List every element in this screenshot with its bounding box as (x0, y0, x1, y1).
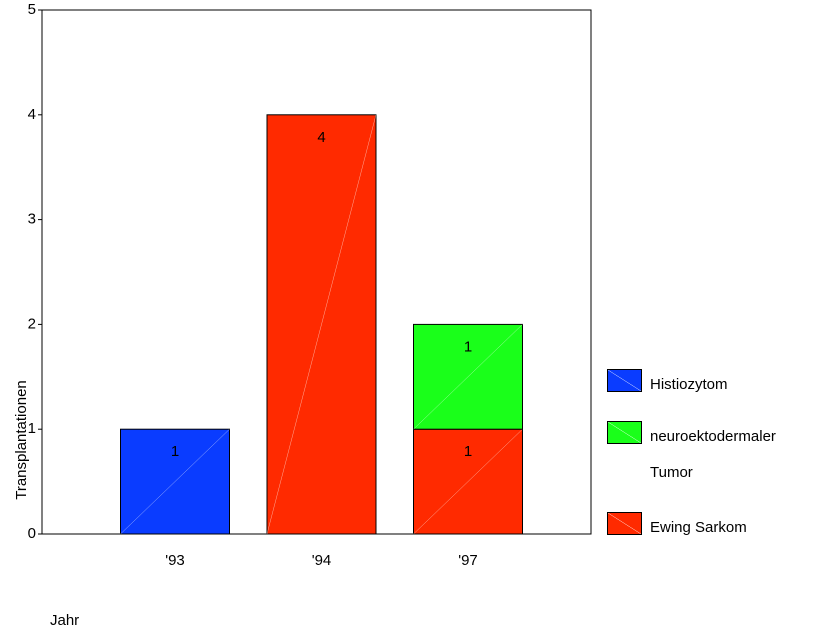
y-tick-label: 4 (28, 106, 36, 123)
legend-item: Histiozytom (607, 369, 822, 403)
legend-label: neuroektodermaler Tumor (650, 428, 776, 481)
y-axis-title: Transplantationen (13, 380, 30, 500)
bar-hatch (120, 429, 230, 535)
y-tick-label: 3 (28, 211, 36, 228)
legend-item: neuroektodermaler Tumor (607, 421, 822, 491)
legend-label: Histiozytom (650, 376, 728, 393)
bar-hatch (266, 114, 377, 535)
legend-swatch (607, 512, 642, 535)
y-tick-label: 5 (28, 1, 36, 18)
y-tick-label: 1 (28, 420, 36, 437)
legend-item: Ewing Sarkom (607, 512, 822, 546)
legend-swatch (607, 369, 642, 392)
x-tick-label: '94 (312, 552, 332, 569)
bar-hatch (413, 429, 523, 535)
y-tick-label: 2 (28, 315, 36, 332)
data-label: 1 (171, 443, 179, 460)
x-tick-label: '93 (165, 552, 185, 569)
y-tick-label: 0 (28, 525, 36, 542)
data-label: 1 (464, 338, 472, 355)
data-label: 1 (464, 443, 472, 460)
x-tick-label: '97 (458, 552, 478, 569)
legend-label: Ewing Sarkom (650, 519, 747, 536)
x-axis-title: Jahr (50, 612, 79, 629)
data-label: 4 (317, 129, 325, 146)
bar-hatch (413, 324, 523, 430)
legend-swatch (607, 421, 642, 444)
